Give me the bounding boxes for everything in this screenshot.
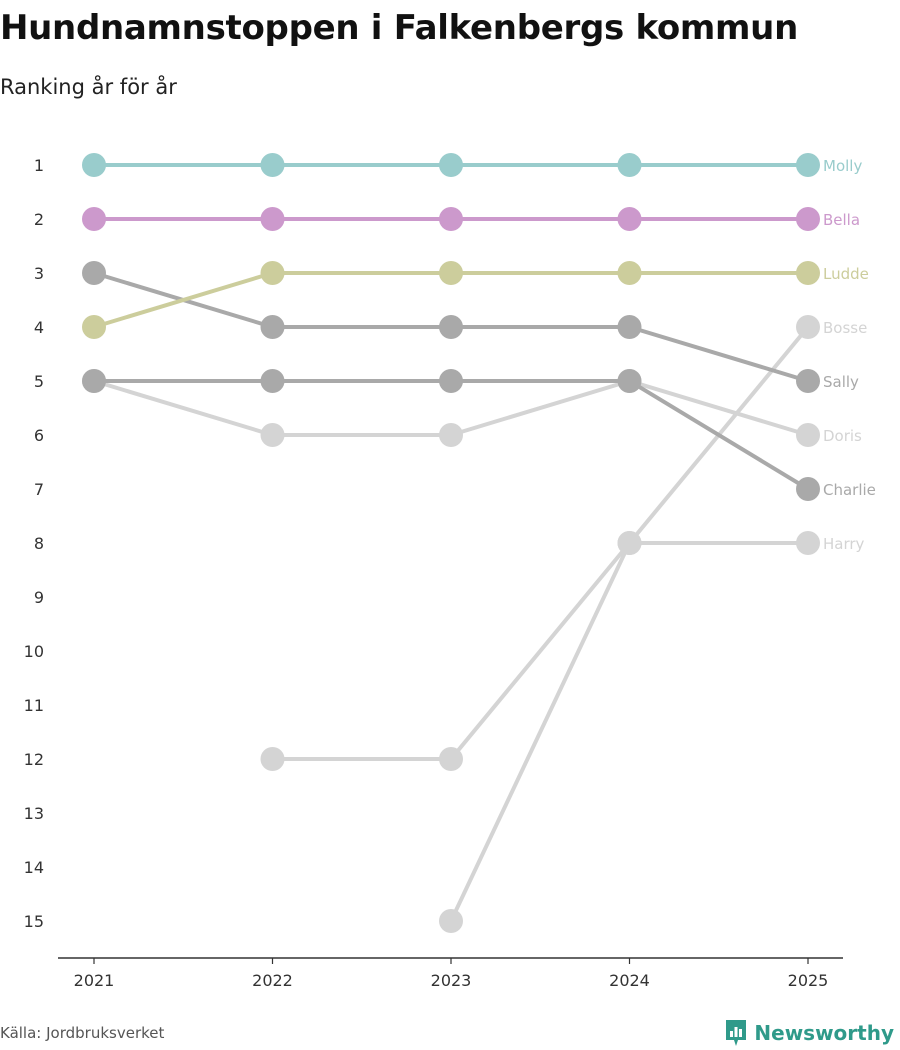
y-tick-label: 8 xyxy=(34,534,44,553)
y-tick-label: 2 xyxy=(34,210,44,229)
data-point xyxy=(439,747,463,771)
x-axis: 2021 2022 2023 2024 2025 xyxy=(58,957,843,990)
newsworthy-logo-icon xyxy=(726,1020,747,1046)
series-harry xyxy=(260,531,820,771)
newsworthy-logo: Newsworthy xyxy=(724,1018,894,1048)
series-label: Bella xyxy=(823,211,860,229)
series-layer xyxy=(82,153,820,933)
y-tick-label: 1 xyxy=(34,156,44,175)
series-label: Bosse xyxy=(823,319,867,337)
y-tick-label: 7 xyxy=(34,480,44,499)
series-line xyxy=(627,379,810,437)
data-point xyxy=(82,315,106,339)
data-point xyxy=(617,207,642,231)
y-tick-label: 15 xyxy=(24,912,44,931)
data-point xyxy=(796,315,820,339)
data-point xyxy=(439,369,463,393)
data-point xyxy=(617,369,642,393)
chart-subtitle: Ranking år för år xyxy=(0,75,177,99)
data-point xyxy=(260,423,285,447)
data-point xyxy=(796,207,820,231)
x-tick-label: 2021 xyxy=(74,971,115,990)
newsworthy-logo-text: Newsworthy xyxy=(754,1021,894,1045)
data-point xyxy=(439,207,463,231)
x-tick-label: 2023 xyxy=(431,971,472,990)
y-tick-label: 13 xyxy=(24,804,44,823)
data-point xyxy=(260,369,285,393)
data-point xyxy=(82,153,106,177)
series-ludde xyxy=(82,261,820,339)
y-tick-label: 9 xyxy=(34,588,44,607)
series-bella xyxy=(82,207,820,231)
data-point xyxy=(260,153,285,177)
series-line xyxy=(627,379,810,491)
series-line xyxy=(449,541,632,761)
y-tick-label: 6 xyxy=(34,426,44,445)
data-point xyxy=(617,531,642,555)
y-tick-label: 14 xyxy=(24,858,44,877)
series-label: Doris xyxy=(823,427,862,445)
series-line xyxy=(449,541,632,923)
data-point xyxy=(796,153,820,177)
data-point xyxy=(617,153,642,177)
series-bosse xyxy=(439,315,820,933)
x-tick-label: 2024 xyxy=(609,971,650,990)
data-point xyxy=(796,369,820,393)
data-point xyxy=(796,531,820,555)
y-tick-label: 5 xyxy=(34,372,44,391)
series-label: Ludde xyxy=(823,265,869,283)
series-charlie xyxy=(82,369,820,501)
data-point xyxy=(439,153,463,177)
y-tick-label: 4 xyxy=(34,318,44,337)
data-point xyxy=(796,423,820,447)
series-line xyxy=(449,379,632,437)
series-line xyxy=(92,271,275,329)
series-line xyxy=(92,379,275,437)
chart-title: Hundnamnstoppen i Falkenbergs kommun xyxy=(0,8,798,48)
series-labels: Harry Doris Bosse Charlie Sally Ludde Bella Mol… xyxy=(823,157,876,553)
source-note: Källa: Jordbruksverket xyxy=(0,1024,165,1042)
y-tick-label: 12 xyxy=(24,750,44,769)
data-point xyxy=(617,261,642,285)
series-molly xyxy=(82,153,820,177)
data-point xyxy=(617,315,642,339)
x-tick-label: 2025 xyxy=(788,971,829,990)
y-tick-label: 10 xyxy=(24,642,44,661)
data-point xyxy=(260,261,285,285)
series-label: Molly xyxy=(823,157,862,175)
data-point xyxy=(82,207,106,231)
series-label: Harry xyxy=(823,535,865,553)
data-point xyxy=(796,477,820,501)
data-point xyxy=(439,261,463,285)
data-point xyxy=(439,423,463,447)
series-label: Charlie xyxy=(823,481,876,499)
data-point xyxy=(260,315,285,339)
data-point xyxy=(439,315,463,339)
data-point xyxy=(260,747,285,771)
data-point xyxy=(82,261,106,285)
data-point xyxy=(260,207,285,231)
y-tick-label: 11 xyxy=(24,696,44,715)
data-point xyxy=(439,909,463,933)
series-label: Sally xyxy=(823,373,859,391)
y-tick-label: 3 xyxy=(34,264,44,283)
data-point xyxy=(82,369,106,393)
data-point xyxy=(796,261,820,285)
x-tick-label: 2022 xyxy=(252,971,293,990)
series-line xyxy=(627,325,810,383)
